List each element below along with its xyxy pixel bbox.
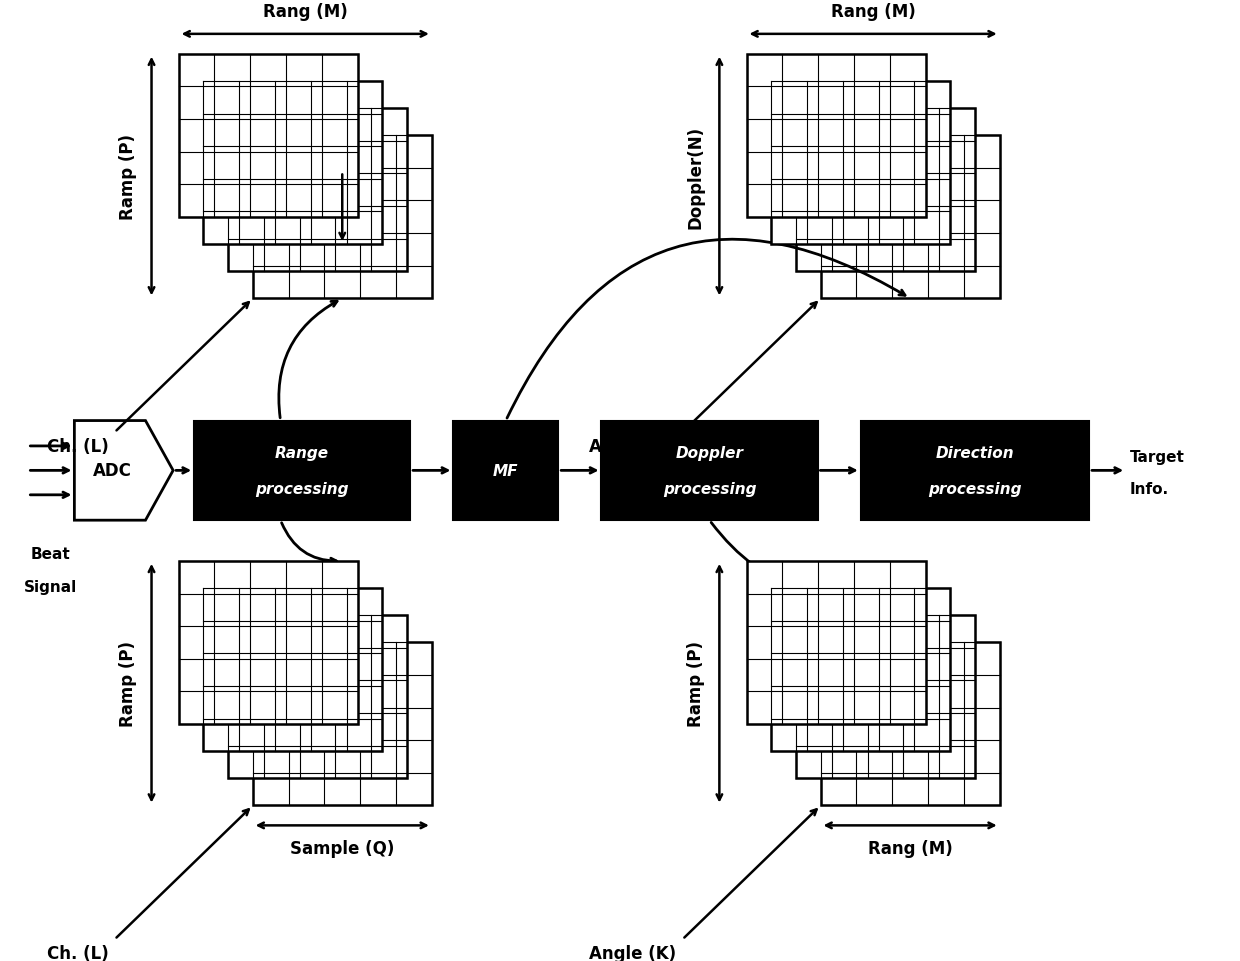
Text: Rang (M): Rang (M) <box>831 3 915 21</box>
Text: Range: Range <box>275 445 329 460</box>
Text: Doppler: Doppler <box>676 445 744 460</box>
Text: Sample (Q): Sample (Q) <box>290 839 394 857</box>
Bar <box>796 616 975 778</box>
Bar <box>821 643 999 805</box>
Bar <box>179 561 357 725</box>
Bar <box>253 643 432 805</box>
Bar <box>228 616 407 778</box>
Text: ADC: ADC <box>93 462 131 480</box>
Bar <box>821 136 999 299</box>
Bar <box>179 55 357 217</box>
Text: MF: MF <box>494 463 518 479</box>
Text: Ch. (L): Ch. (L) <box>47 944 108 961</box>
Text: processing: processing <box>662 481 756 497</box>
Text: Angle (K): Angle (K) <box>589 437 676 456</box>
Text: processing: processing <box>929 481 1022 497</box>
Text: Ramp (P): Ramp (P) <box>119 641 136 727</box>
Bar <box>203 82 382 245</box>
Bar <box>746 55 925 217</box>
Text: Ch. (L): Ch. (L) <box>47 437 108 456</box>
Bar <box>228 109 407 272</box>
Bar <box>861 421 1089 521</box>
Text: Doppler(N): Doppler(N) <box>687 125 704 229</box>
Text: Signal: Signal <box>25 579 78 595</box>
Text: Angle (K): Angle (K) <box>589 944 676 961</box>
Bar <box>454 421 558 521</box>
Bar <box>601 421 817 521</box>
Bar <box>203 588 382 752</box>
Text: Ramp (P): Ramp (P) <box>687 641 704 727</box>
Bar <box>253 136 432 299</box>
Polygon shape <box>74 421 174 521</box>
Bar <box>195 421 410 521</box>
Bar <box>771 82 950 245</box>
Bar <box>746 561 925 725</box>
Text: processing: processing <box>255 481 348 497</box>
Text: Rang (M): Rang (M) <box>868 839 952 857</box>
Text: Info.: Info. <box>1130 481 1169 497</box>
Text: Rang (M): Rang (M) <box>263 3 347 21</box>
Bar <box>796 109 975 272</box>
Bar <box>771 588 950 752</box>
Text: Ramp (P): Ramp (P) <box>119 134 136 220</box>
Text: Target: Target <box>1130 450 1184 465</box>
Text: Direction: Direction <box>936 445 1014 460</box>
Text: Beat: Beat <box>31 546 71 561</box>
